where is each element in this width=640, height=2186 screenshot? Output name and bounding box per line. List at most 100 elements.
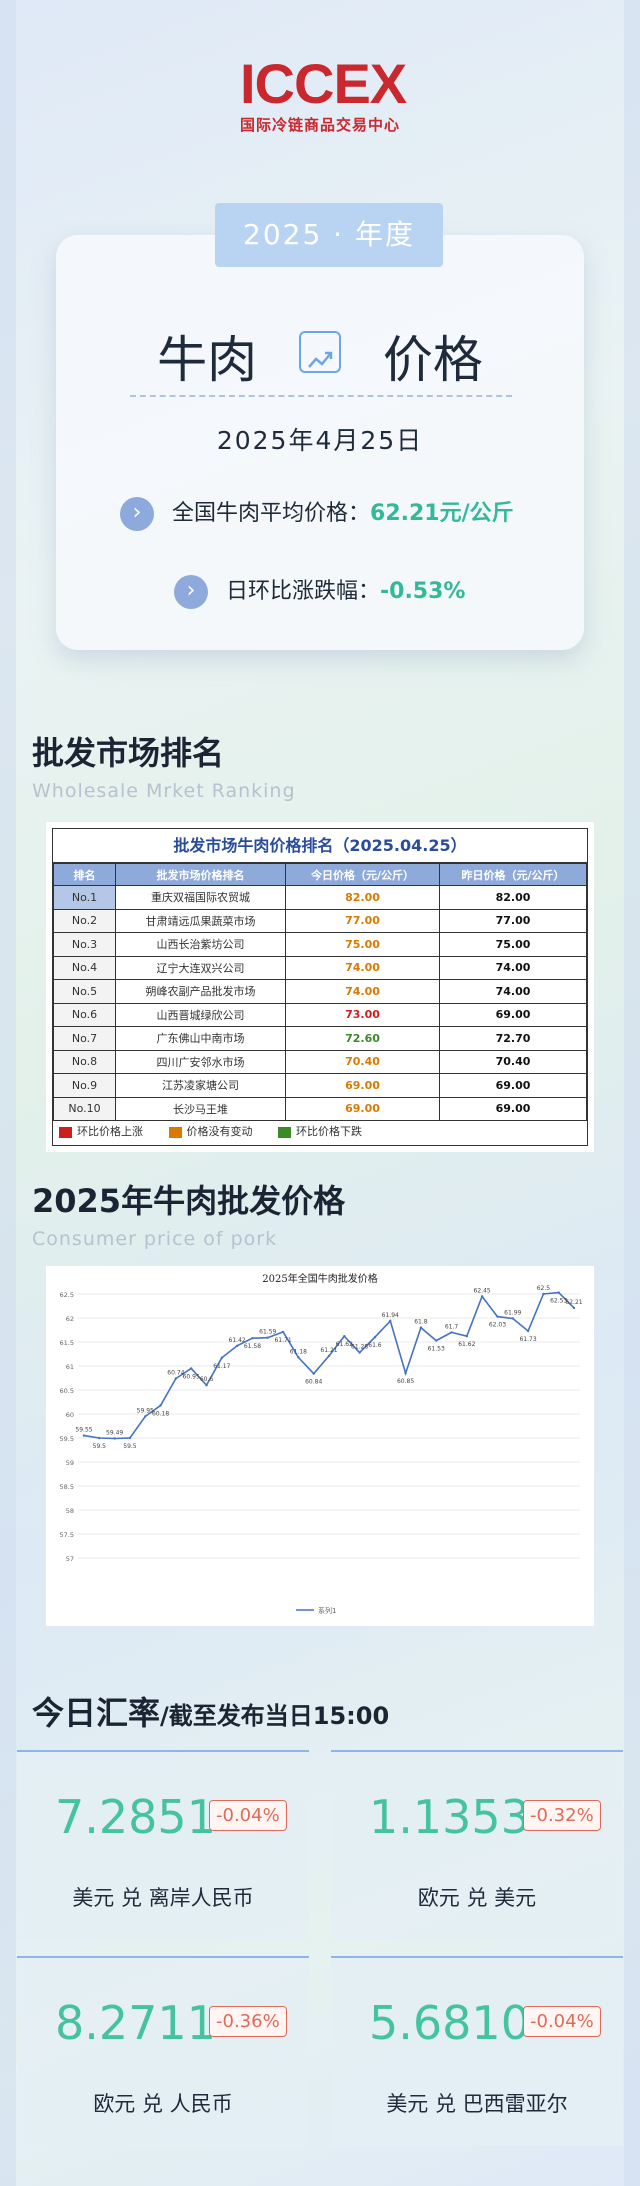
y-tick-label: 61.5 xyxy=(60,1339,74,1347)
column-header: 昨日价格（元/公斤） xyxy=(439,863,587,886)
data-point xyxy=(526,1329,530,1333)
avg-price-label: 全国牛肉平均价格： xyxy=(172,501,371,526)
data-point xyxy=(557,1291,560,1294)
ranking-section-subtitle: Wholesale Mrket Ranking xyxy=(32,780,296,802)
yesterday-price-cell: 82.00 xyxy=(439,885,587,910)
rank-cell: No.7 xyxy=(53,1026,116,1051)
table-row: No.1 重庆双福国际农贸城 82.00 82.00 xyxy=(53,885,587,910)
data-point xyxy=(297,1356,300,1359)
rank-cell: No.9 xyxy=(53,1073,116,1098)
data-point xyxy=(205,1384,208,1387)
ranking-legend: 环比价格上涨 价格没有变动 环比价格下跌 xyxy=(53,1121,587,1143)
brand-logo: ICCEX 国际冷链商品交易中心 xyxy=(240,56,407,135)
fx-change-badge: -0.04% xyxy=(209,1800,287,1831)
data-point xyxy=(373,1336,377,1339)
rank-cell: No.2 xyxy=(53,908,116,933)
y-tick-label: 58.5 xyxy=(60,1483,74,1491)
chart-title: 2025年全国牛肉批发价格 xyxy=(262,1272,377,1285)
avg-price-value: 62.21元/公斤 xyxy=(370,501,514,526)
market-cell: 山西长治紫坊公司 xyxy=(115,932,286,957)
fx-pair-label: 欧元 兑 人民币 xyxy=(93,2092,233,2116)
data-point xyxy=(542,1292,545,1296)
fx-change-badge: -0.36% xyxy=(209,2006,287,2037)
data-point xyxy=(235,1344,239,1348)
data-point xyxy=(572,1306,576,1310)
daily-change-label: 日环比涨跌幅： xyxy=(226,579,381,604)
data-point xyxy=(128,1436,132,1440)
data-label: 59.5 xyxy=(123,1443,137,1450)
legend-item: 环比价格下跌 xyxy=(278,1125,362,1138)
fx-section-title: 今日汇率/截至发布当日15:00 xyxy=(32,1688,389,1734)
data-point xyxy=(419,1326,423,1329)
fx-card: 8.2711 -0.36% 欧元 兑 人民币 xyxy=(17,1956,309,2146)
data-point xyxy=(251,1336,254,1340)
price-section-subtitle: Consumer price of pork xyxy=(32,1228,278,1250)
data-point xyxy=(159,1404,162,1407)
data-point xyxy=(144,1415,147,1418)
column-header: 批发市场价格排名 xyxy=(115,863,286,886)
today-price-cell: 74.00 xyxy=(285,979,440,1004)
report-date: 2025年4月25日 xyxy=(216,426,424,455)
column-header: 排名 xyxy=(53,863,116,886)
data-point xyxy=(358,1351,361,1354)
market-cell: 朔峰农副产品批发市场 xyxy=(115,979,286,1004)
data-label: 61.7 xyxy=(445,1323,459,1330)
fx-title-suffix: /截至发布当日15:00 xyxy=(160,1702,390,1730)
data-label: 60.95 xyxy=(183,1373,200,1380)
fx-rate-value: 1.1353 xyxy=(369,1790,530,1844)
yesterday-price-cell: 77.00 xyxy=(439,908,587,933)
y-tick-label: 59 xyxy=(66,1459,74,1467)
market-cell: 江苏凌家塘公司 xyxy=(115,1073,286,1098)
ranking-table-title: 批发市场牛肉价格排名（2025.04.25） xyxy=(53,829,587,863)
yesterday-price-cell: 75.00 xyxy=(439,932,587,957)
data-label: 60.74 xyxy=(167,1369,184,1376)
ranking-section-title: 批发市场排名 xyxy=(32,734,225,772)
legend-swatch xyxy=(168,1126,182,1138)
yesterday-price-cell: 69.00 xyxy=(439,1002,587,1027)
data-label: 61.17 xyxy=(213,1363,230,1370)
fx-pair-label: 欧元 兑 美元 xyxy=(417,1886,537,1910)
daily-change-value: -0.53% xyxy=(380,579,466,604)
table-row: No.3 山西长治紫坊公司 75.00 75.00 xyxy=(53,932,587,957)
data-point xyxy=(266,1336,269,1339)
y-tick-label: 59.5 xyxy=(60,1435,74,1443)
yesterday-price-cell: 72.70 xyxy=(439,1026,587,1051)
rank-cell: No.6 xyxy=(53,1002,116,1027)
rank-cell: No.10 xyxy=(53,1096,116,1121)
data-label: 61.73 xyxy=(519,1336,536,1343)
chevron-right-icon: › xyxy=(120,497,154,531)
data-label: 61.58 xyxy=(244,1343,261,1350)
yesterday-price-cell: 69.00 xyxy=(439,1073,587,1098)
table-row: No.8 四川广安邻水市场 70.40 70.40 xyxy=(53,1049,587,1074)
data-point xyxy=(312,1372,315,1375)
data-point xyxy=(450,1331,453,1334)
trend-chart-icon xyxy=(299,331,341,373)
data-label: 61.6 xyxy=(368,1342,382,1349)
fx-rate-value: 7.2851 xyxy=(55,1790,216,1844)
price-chart: 2025年全国牛肉批发价格 57 57.5 58 58.5 59 59.5 60 60.5 61 6… xyxy=(46,1266,594,1626)
data-label: 59.49 xyxy=(106,1429,123,1436)
data-point xyxy=(113,1437,116,1440)
rank-cell: No.5 xyxy=(53,979,116,1004)
fx-pair-label: 美元 兑 离岸人民币 xyxy=(72,1886,254,1910)
data-label: 59.95 xyxy=(137,1407,154,1414)
data-point xyxy=(404,1372,407,1375)
data-point xyxy=(189,1367,193,1370)
data-point xyxy=(465,1335,469,1338)
rank-cell: No.4 xyxy=(53,955,116,980)
market-cell: 山西晋城绿欣公司 xyxy=(115,1002,286,1027)
y-tick-label: 62 xyxy=(66,1315,74,1323)
data-label: 61.62 xyxy=(336,1341,353,1348)
today-price-cell: 69.00 xyxy=(285,1096,440,1121)
rank-cell: No.3 xyxy=(53,932,116,957)
data-label: 61.71 xyxy=(274,1337,291,1344)
y-tick-label: 62.5 xyxy=(60,1291,74,1299)
y-tick-label: 61 xyxy=(66,1363,74,1371)
data-label: 61.28 xyxy=(351,1344,368,1351)
data-label: 62.5 xyxy=(537,1285,551,1292)
market-cell: 重庆双福国际农贸城 xyxy=(115,885,286,910)
data-label: 60.18 xyxy=(152,1410,169,1417)
fx-title-main: 今日汇率 xyxy=(32,1694,161,1732)
data-label: 61.8 xyxy=(414,1319,428,1326)
y-tick-label: 57 xyxy=(66,1555,74,1563)
